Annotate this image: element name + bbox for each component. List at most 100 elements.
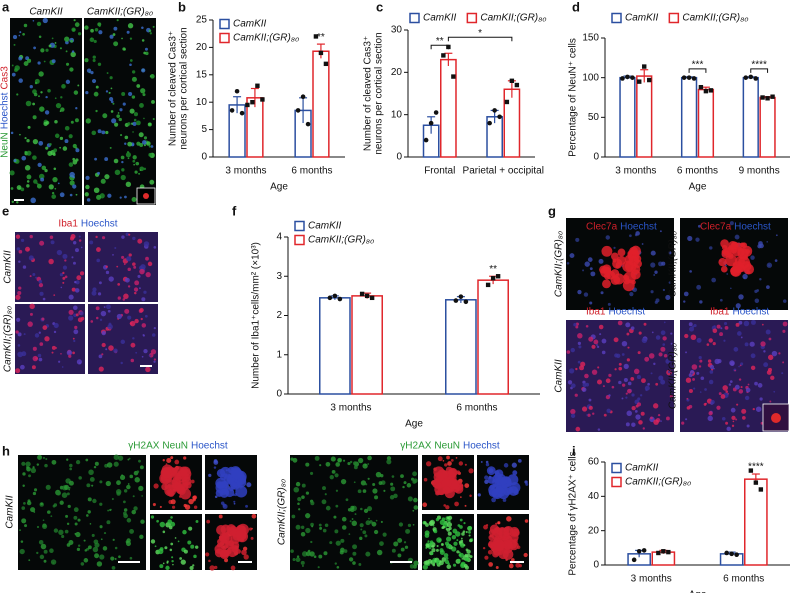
data-point [748, 74, 754, 80]
signal [448, 467, 458, 478]
cell [756, 289, 760, 292]
cell [608, 394, 611, 397]
cell [363, 508, 369, 513]
cell [21, 461, 26, 466]
significance: ** [436, 36, 444, 47]
cell [480, 461, 483, 463]
cell [685, 418, 688, 421]
cell [96, 247, 101, 252]
cell [22, 265, 27, 269]
cell [142, 334, 145, 336]
cell [458, 540, 462, 544]
cell [94, 157, 98, 161]
cell [459, 552, 464, 558]
cell [147, 122, 152, 127]
cell [575, 237, 580, 242]
cell [73, 329, 79, 335]
cell [570, 347, 575, 353]
cell [743, 320, 750, 327]
legend-swatch [219, 18, 230, 30]
cell [170, 456, 174, 460]
cell [588, 405, 593, 410]
legend-swatch [611, 12, 622, 24]
cell [144, 47, 148, 51]
cell [130, 342, 136, 348]
cell [84, 25, 89, 30]
data-point [458, 294, 464, 299]
cell [69, 467, 72, 471]
cell [436, 559, 440, 563]
cell [246, 482, 252, 488]
cell [101, 342, 106, 348]
cell [19, 529, 21, 531]
cell [582, 382, 587, 388]
signal [214, 548, 224, 558]
cell [40, 177, 45, 182]
cell [121, 91, 126, 96]
cell [138, 485, 144, 491]
bar [619, 76, 636, 158]
cell [125, 181, 132, 187]
signal [488, 534, 495, 541]
cell [122, 47, 126, 51]
cell [189, 565, 194, 571]
stain-label: NeuN Hoechst Cas3 [0, 66, 11, 158]
cell [245, 504, 248, 508]
cell [26, 139, 30, 143]
cell [141, 68, 146, 73]
stain-name: γH2AX [400, 441, 431, 452]
cell [182, 529, 187, 535]
cell [147, 261, 153, 267]
cell [27, 58, 32, 63]
cell [17, 290, 22, 296]
cell [139, 268, 145, 275]
cell [445, 536, 452, 542]
cell [132, 131, 134, 133]
cell [699, 359, 703, 363]
cell [774, 259, 778, 262]
cell [71, 287, 76, 292]
bar [503, 88, 521, 158]
cell [97, 129, 102, 134]
bar [351, 295, 383, 395]
cell [96, 258, 101, 263]
cell [438, 538, 442, 542]
cell [341, 516, 347, 522]
cell [86, 198, 91, 202]
cell [141, 297, 146, 302]
cell [102, 546, 108, 551]
cell [398, 522, 404, 527]
cell [124, 135, 129, 140]
cell [404, 545, 409, 549]
cell [139, 103, 144, 108]
cell [62, 276, 66, 280]
cell [51, 351, 54, 354]
cell [662, 288, 666, 292]
signal [456, 470, 461, 475]
cell [111, 118, 117, 124]
cell [22, 472, 26, 476]
cell [618, 362, 622, 366]
cell [637, 351, 641, 355]
cell [29, 234, 33, 239]
cell [309, 471, 314, 476]
stain-name: Hoechst [732, 307, 769, 318]
cell [668, 251, 672, 255]
cell [334, 529, 339, 534]
data-point [637, 79, 642, 84]
cell [21, 155, 27, 161]
data-point [620, 76, 625, 81]
data-point [647, 77, 652, 83]
cell [343, 549, 348, 553]
cell [109, 97, 114, 102]
cell [459, 525, 463, 529]
cell [603, 413, 607, 417]
cell [47, 89, 51, 93]
cell [460, 537, 463, 540]
data-point [758, 487, 764, 492]
cell [778, 352, 781, 355]
data-point [250, 100, 255, 105]
cell [11, 200, 14, 203]
cell [71, 27, 76, 32]
